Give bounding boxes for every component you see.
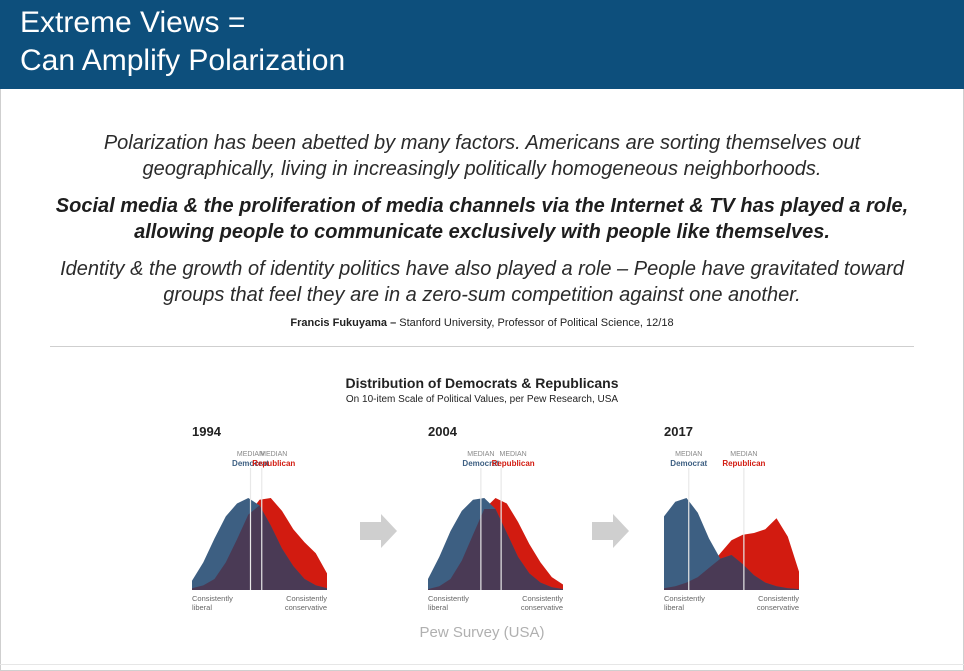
axis-left-label-2-1994: liberal	[192, 603, 212, 612]
democrat-label-1994: Democrat	[232, 459, 269, 468]
axis-left-label-1-2004: Consistently	[428, 594, 469, 603]
axis-left-label-1-2017: Consistently	[664, 594, 705, 603]
quote-attribution: Francis Fukuyama – Stanford University, …	[40, 317, 924, 329]
median-democrat-label-1994: MEDIAN	[237, 451, 264, 458]
overlap-area-2004	[428, 509, 563, 590]
axis-right-label-2-2004: conservative	[521, 603, 563, 612]
quote-paragraph-3: Identity & the growth of identity politi…	[60, 258, 904, 306]
median-republican-label-2017: MEDIAN	[730, 451, 757, 458]
chart-source: Pew Survey (USA)	[419, 624, 545, 641]
year-label-1994: 1994	[192, 424, 222, 439]
median-republican-label-2004: MEDIAN	[500, 451, 527, 458]
quote-paragraph-1: Polarization has been abetted by many fa…	[103, 132, 861, 180]
divider	[50, 346, 914, 347]
republican-area-2017	[664, 518, 799, 590]
distribution-chart: MEDIANDemocratMEDIANRepublican1994Consis…	[192, 424, 799, 612]
slide-title-line-1: Extreme Views =	[20, 6, 246, 39]
arrow-right-icon-1	[360, 514, 397, 548]
median-democrat-label-2017: MEDIAN	[675, 451, 702, 458]
axis-right-label-1-2017: Consistently	[758, 594, 799, 603]
bottom-divider	[0, 664, 964, 665]
arrow-right-icon-2	[592, 514, 629, 548]
attribution-affiliation: Stanford University, Professor of Politi…	[396, 317, 674, 329]
axis-right-label-2-2017: conservative	[757, 603, 799, 612]
overlap-area-1994	[192, 505, 327, 590]
median-republican-label-1994: MEDIAN	[260, 451, 287, 458]
democrat-label-2017: Democrat	[670, 459, 707, 468]
republican-label-1994: Republican	[252, 459, 295, 468]
axis-left-label-1-1994: Consistently	[192, 594, 233, 603]
axis-right-label-2-1994: conservative	[285, 603, 327, 612]
axis-left-label-2-2017: liberal	[664, 603, 684, 612]
democrat-area-2017	[664, 498, 799, 590]
democrat-label-2004: Democrat	[462, 459, 499, 468]
slide-header: Extreme Views = Can Amplify Polarization	[0, 0, 964, 89]
overlap-area-2017	[664, 555, 799, 590]
republican-label-2004: Republican	[492, 459, 535, 468]
chart-title: Distribution of Democrats & Republicans	[345, 375, 619, 391]
republican-label-2017: Republican	[722, 459, 765, 468]
axis-right-label-1-1994: Consistently	[286, 594, 327, 603]
median-democrat-label-2004: MEDIAN	[467, 451, 494, 458]
year-label-2017: 2017	[664, 424, 693, 439]
chart-subtitle: On 10-item Scale of Political Values, pe…	[345, 394, 619, 405]
axis-right-label-1-2004: Consistently	[522, 594, 563, 603]
quote-paragraph-2: Social media & the proliferation of medi…	[55, 195, 909, 243]
axis-left-label-2-2004: liberal	[428, 603, 448, 612]
attribution-name: Francis Fukuyama –	[290, 317, 397, 329]
slide-title-line-2: Can Amplify Polarization	[20, 44, 346, 77]
year-label-2004: 2004	[428, 424, 458, 439]
